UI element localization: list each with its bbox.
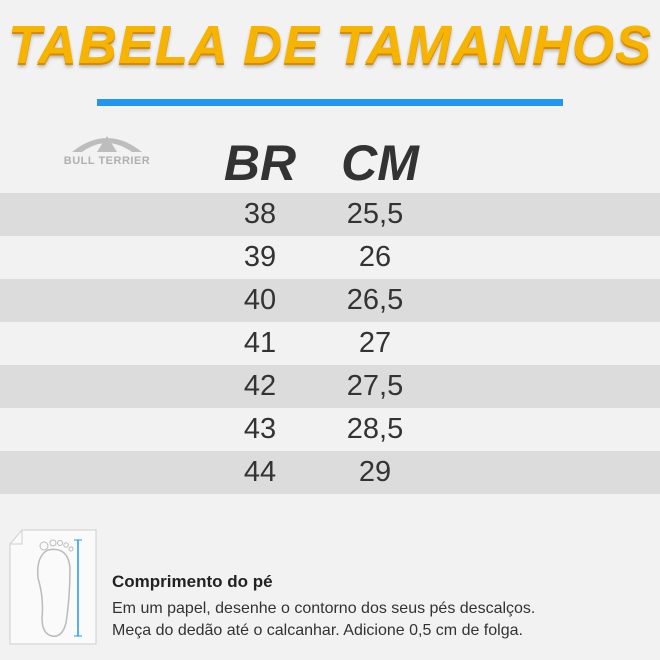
- brand-logo: [72, 136, 142, 152]
- column-header: CM: [341, 135, 419, 191]
- table-row: 39 26: [0, 236, 660, 279]
- table-row: 38 25,5: [0, 193, 660, 236]
- table-cell: 42: [243, 370, 277, 402]
- table-cell: 44: [243, 456, 277, 488]
- title: TABELA DE TAMANHOS: [8, 15, 652, 75]
- footer-line: Em um papel, desenhe o contorno dos seus…: [112, 600, 536, 617]
- table-cell: 25,5: [346, 198, 404, 230]
- table-cell: 27: [358, 327, 392, 359]
- table-row: 40 26,5: [0, 279, 660, 322]
- footer-line: Meça do dedão até o calcanhar. Adicione …: [112, 622, 523, 639]
- table-cell: 38: [243, 198, 277, 230]
- table-cell: 28,5: [346, 413, 404, 445]
- table-cell: 39: [243, 241, 277, 273]
- table-row: 44 29: [0, 451, 660, 494]
- table-cell: 27,5: [346, 370, 404, 402]
- table-cell: 43: [243, 413, 277, 445]
- foot-icon: [9, 529, 97, 645]
- table-row: 43 28,5: [0, 408, 660, 451]
- table-cell: 41: [243, 327, 277, 359]
- table-cell: 26: [358, 241, 392, 273]
- column-header: BR: [223, 135, 297, 191]
- footer-title: Comprimento do pé: [112, 572, 273, 591]
- table-cell: 29: [358, 456, 392, 488]
- table-row: 42 27,5: [0, 365, 660, 408]
- brand-name: BULL TERRIER: [63, 155, 151, 167]
- title-underline: [97, 99, 563, 106]
- table-row: 41 27: [0, 322, 660, 365]
- table-cell: 40: [243, 284, 277, 316]
- table-cell: 26,5: [346, 284, 404, 316]
